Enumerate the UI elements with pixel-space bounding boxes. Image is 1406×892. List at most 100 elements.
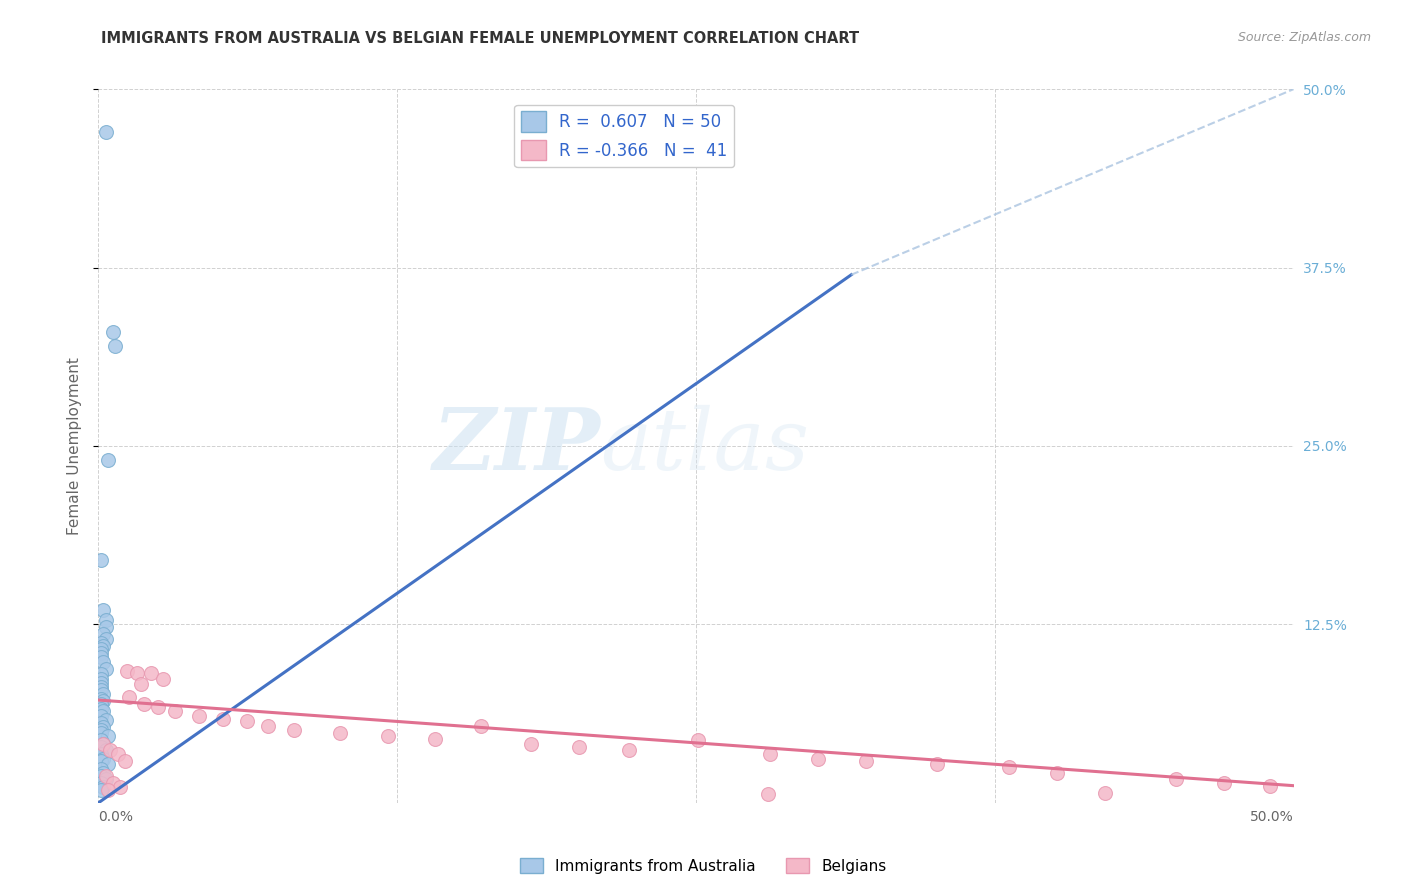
Point: [94, 632, 117, 646]
Point: [91, 687, 114, 701]
Point: [927, 757, 949, 772]
Point: [91, 705, 114, 719]
Point: [94, 743, 117, 757]
Point: [1094, 786, 1116, 800]
Point: [91, 765, 114, 780]
Point: [98, 743, 122, 757]
Point: [108, 780, 131, 794]
Point: [97, 757, 120, 772]
Point: [131, 677, 153, 691]
Point: [90, 641, 112, 656]
Legend: Immigrants from Australia, Belgians: Immigrants from Australia, Belgians: [513, 852, 893, 880]
Point: [90, 698, 112, 712]
Point: [90, 680, 112, 694]
Point: [91, 780, 114, 794]
Point: [90, 672, 112, 686]
Point: [1046, 765, 1069, 780]
Point: [94, 713, 117, 727]
Point: [90, 667, 112, 681]
Point: [1213, 776, 1236, 790]
Point: [90, 650, 112, 665]
Point: [90, 708, 112, 723]
Point: [90, 733, 112, 747]
Point: [97, 453, 120, 467]
Point: [94, 613, 117, 627]
Point: [90, 740, 112, 755]
Point: [520, 737, 543, 751]
Point: [94, 125, 117, 139]
Point: [329, 726, 352, 740]
Point: [855, 755, 877, 769]
Point: [283, 723, 305, 737]
Point: [90, 676, 112, 690]
Point: [90, 776, 112, 790]
Point: [94, 769, 117, 783]
Point: [688, 733, 710, 747]
Point: [568, 740, 591, 755]
Point: [97, 783, 120, 797]
Point: [998, 760, 1021, 774]
Point: [617, 743, 640, 757]
Point: [90, 783, 112, 797]
Point: [90, 726, 112, 740]
Point: [90, 762, 112, 776]
Point: [139, 665, 162, 680]
Point: [125, 665, 148, 680]
Point: [187, 708, 209, 723]
Point: [163, 705, 186, 719]
Point: [94, 772, 117, 786]
Point: [114, 755, 136, 769]
Point: [90, 646, 112, 660]
Point: [90, 683, 112, 698]
Point: [132, 698, 155, 712]
Point: [90, 553, 112, 567]
Point: [107, 747, 129, 762]
Point: [425, 731, 447, 746]
Point: [377, 729, 399, 743]
Point: [148, 700, 170, 714]
Point: [470, 719, 492, 733]
Text: 50.0%: 50.0%: [1250, 810, 1294, 824]
Text: Source: ZipAtlas.com: Source: ZipAtlas.com: [1237, 31, 1371, 45]
Point: [152, 672, 174, 686]
Point: [97, 729, 120, 743]
Point: [759, 747, 782, 762]
Point: [91, 627, 114, 641]
Point: [90, 723, 112, 737]
Point: [1166, 772, 1188, 786]
Point: [101, 776, 124, 790]
Point: [91, 694, 114, 708]
Point: [91, 603, 114, 617]
Point: [91, 639, 114, 653]
Point: [101, 325, 124, 339]
Point: [91, 720, 114, 734]
Point: [118, 690, 141, 705]
Point: [756, 787, 779, 801]
Point: [94, 662, 117, 676]
Point: [90, 769, 112, 783]
Text: ZIP: ZIP: [433, 404, 600, 488]
Point: [211, 712, 233, 726]
Point: [91, 737, 114, 751]
Point: [257, 719, 280, 733]
Point: [235, 714, 257, 729]
Point: [90, 747, 112, 762]
Point: [90, 715, 112, 730]
Point: [90, 691, 112, 706]
Point: [91, 737, 114, 751]
Point: [91, 655, 114, 669]
Point: [104, 339, 127, 353]
Text: IMMIGRANTS FROM AUSTRALIA VS BELGIAN FEMALE UNEMPLOYMENT CORRELATION CHART: IMMIGRANTS FROM AUSTRALIA VS BELGIAN FEM…: [101, 31, 859, 46]
Y-axis label: Female Unemployment: Female Unemployment: [67, 357, 83, 535]
Point: [94, 620, 117, 634]
Point: [1258, 779, 1281, 793]
Text: atlas: atlas: [600, 405, 810, 487]
Text: 0.0%: 0.0%: [98, 810, 134, 824]
Point: [807, 751, 830, 765]
Point: [115, 665, 138, 679]
Point: [90, 755, 112, 769]
Point: [90, 636, 112, 650]
Point: [90, 701, 112, 715]
Legend: R =  0.607   N = 50, R = -0.366   N =  41: R = 0.607 N = 50, R = -0.366 N = 41: [515, 104, 734, 167]
Point: [91, 751, 114, 765]
